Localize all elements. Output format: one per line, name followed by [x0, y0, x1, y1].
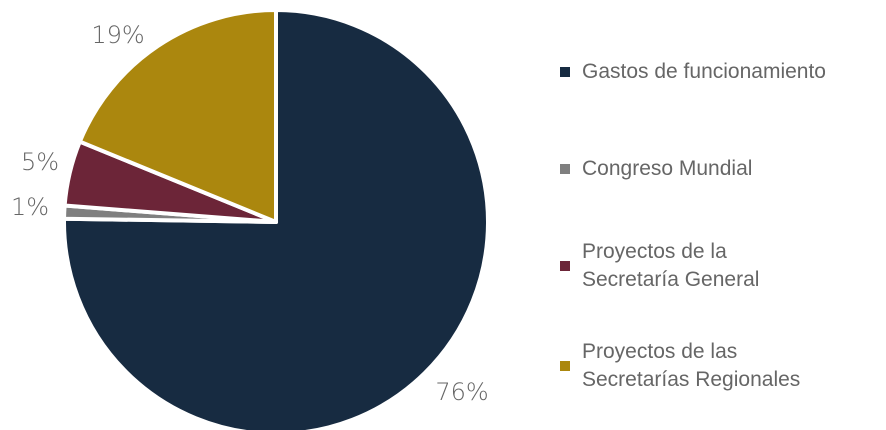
slice-gastos	[62, 8, 490, 430]
pie-slices	[62, 8, 490, 430]
pie-value-labels: 76% 1% 5% 19%	[11, 21, 489, 406]
value-label-secretaria-general: 5%	[21, 148, 59, 176]
legend-swatch-secretarias-regionales	[560, 361, 570, 371]
legend: Gastos de funcionamiento Congreso Mundia…	[560, 0, 880, 430]
legend-item-secretaria-general: Proyectos de la Secretaría General	[560, 238, 759, 294]
legend-label-gastos: Gastos de funcionamiento	[582, 60, 826, 83]
legend-label-secretarias-regionales: Proyectos de las Secretarías Regionales	[582, 340, 801, 391]
legend-label-congreso: Congreso Mundial	[582, 157, 753, 180]
pie-chart: 76% 1% 5% 19%	[11, 8, 490, 430]
legend-item-gastos: Gastos de funcionamiento	[560, 58, 826, 86]
value-label-secretarias-regionales: 19%	[91, 21, 144, 49]
legend-item-secretarias-regionales: Proyectos de las Secretarías Regionales	[560, 338, 800, 394]
value-label-congreso: 1%	[11, 193, 49, 221]
value-label-gastos: 76%	[435, 378, 488, 406]
legend-item-congreso: Congreso Mundial	[560, 155, 752, 183]
slice-secretarias-regionales	[77, 8, 278, 224]
legend-swatch-gastos	[560, 67, 570, 77]
legend-swatch-secretaria-general	[560, 261, 570, 271]
legend-swatch-congreso	[560, 164, 570, 174]
legend-label-secretaria-general: Proyectos de la Secretaría General	[582, 240, 760, 291]
